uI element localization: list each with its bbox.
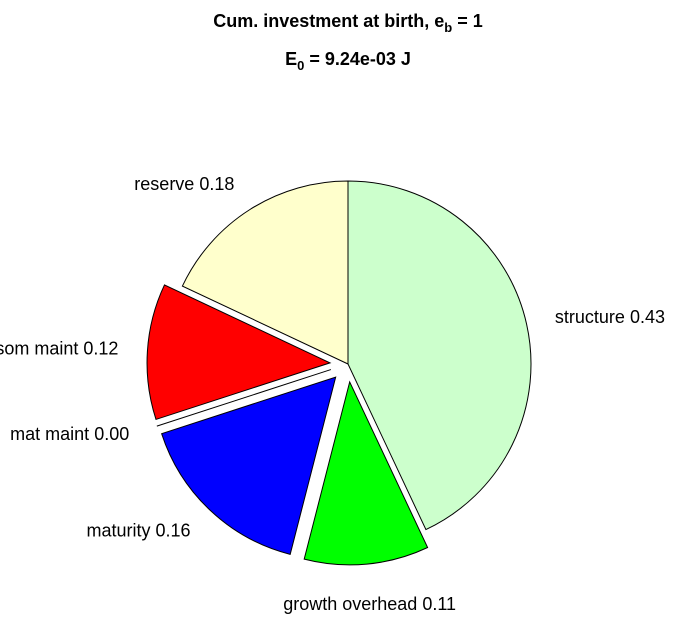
- title-text: = 1: [452, 11, 483, 31]
- title-subscript: b: [444, 20, 452, 35]
- slice-name: maturity: [86, 520, 150, 540]
- slice-label: structure 0.43: [555, 307, 665, 327]
- slice-name: mat maint: [10, 424, 89, 444]
- slice-name: structure: [555, 307, 625, 327]
- slice-value: 0.18: [199, 174, 234, 194]
- slice-value: 0.12: [83, 338, 118, 358]
- chart-title: Cum. investment at birth, eb = 1: [213, 11, 483, 36]
- slice-name: som maint: [0, 338, 78, 358]
- chart-subtitle: E0 = 9.24e-03 J: [285, 49, 411, 74]
- subtitle-text: = 9.24e-03 J: [304, 49, 411, 69]
- slice-name: growth overhead: [283, 594, 417, 614]
- pie-slice: [181, 180, 349, 365]
- slice-label: som maint 0.12: [0, 338, 118, 358]
- subtitle-text: E: [285, 49, 297, 69]
- slice-name: reserve: [134, 174, 194, 194]
- slice-label: maturity 0.16: [86, 520, 190, 540]
- pie-slice: [347, 180, 532, 531]
- slice-value: 0.11: [422, 594, 456, 614]
- slice-label: mat maint 0.00: [10, 424, 129, 444]
- slice-value: 0.43: [630, 307, 665, 327]
- pie-slice: [156, 369, 332, 427]
- pie-slice: [146, 284, 332, 421]
- slice-value: 0.16: [156, 520, 191, 540]
- pie-slice: [161, 376, 337, 555]
- subtitle-subscript: 0: [297, 58, 304, 73]
- slice-label: growth overhead 0.11: [283, 594, 456, 614]
- title-text: Cum. investment at birth, e: [213, 11, 444, 31]
- slice-label: reserve 0.18: [134, 174, 234, 194]
- pie-slice: [303, 380, 429, 566]
- slice-value: 0.00: [94, 424, 129, 444]
